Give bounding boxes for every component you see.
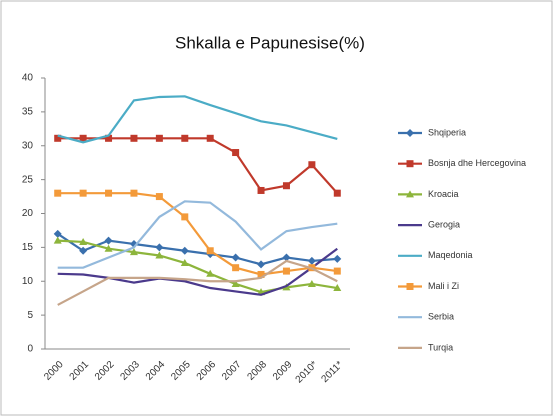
data-point <box>333 284 342 292</box>
data-point <box>105 134 113 142</box>
data-point <box>257 270 265 278</box>
series-line <box>57 239 338 294</box>
series-line <box>57 232 338 266</box>
y-tick-label: 35 <box>22 107 34 118</box>
data-point <box>54 189 62 197</box>
legend-marker <box>406 190 414 198</box>
data-point <box>231 279 240 287</box>
data-point <box>231 253 240 262</box>
data-point <box>105 189 113 197</box>
data-point <box>155 243 164 252</box>
legend-label: Mali i Zi <box>428 281 459 291</box>
series-line <box>57 137 339 194</box>
legend-marker <box>406 160 414 168</box>
data-point <box>333 267 341 275</box>
y-tick-label: 10 <box>22 276 34 287</box>
data-point <box>53 229 62 238</box>
data-point <box>53 236 62 244</box>
data-point <box>257 186 265 194</box>
data-point <box>232 264 240 272</box>
data-point <box>257 260 266 269</box>
legend-label: Bosnja dhe Hercegovina <box>428 158 526 168</box>
legend-label: Maqedonia <box>428 250 473 260</box>
data-point <box>181 134 189 142</box>
data-point <box>180 246 189 255</box>
legend-marker <box>406 283 414 290</box>
series-line <box>57 95 338 144</box>
legend-label: Gerogia <box>428 219 460 229</box>
data-point <box>104 236 113 245</box>
y-tick-label: 20 <box>22 208 34 219</box>
series-line <box>57 247 338 296</box>
data-point <box>282 267 290 275</box>
data-point <box>181 213 189 221</box>
data-point <box>308 161 316 169</box>
y-tick-label: 5 <box>27 310 33 321</box>
series-line <box>57 192 338 276</box>
data-point <box>79 134 87 142</box>
data-point <box>333 189 341 197</box>
y-tick-label: 40 <box>22 73 34 84</box>
data-point <box>232 149 240 157</box>
data-point <box>79 189 87 197</box>
data-point <box>307 279 316 287</box>
data-point <box>180 258 189 266</box>
data-point <box>54 134 62 142</box>
series-line <box>57 200 338 269</box>
y-tick-label: 15 <box>22 242 34 253</box>
y-tick-label: 0 <box>27 344 33 355</box>
chart-title: Shkalla e Papunesise(%) <box>175 33 365 52</box>
data-point <box>155 193 163 201</box>
legend-label: Kroacia <box>428 189 459 199</box>
data-point <box>282 182 290 190</box>
y-tick-label: 30 <box>22 140 34 151</box>
data-point <box>129 248 138 256</box>
data-point <box>206 134 214 142</box>
data-point <box>206 269 215 277</box>
data-point <box>155 251 164 259</box>
legend-marker <box>406 129 414 137</box>
legend-label: Turqia <box>428 342 453 352</box>
data-point <box>104 244 113 252</box>
data-point <box>307 256 316 265</box>
data-point <box>155 134 163 142</box>
data-point <box>333 254 342 263</box>
y-tick-label: 25 <box>22 174 34 185</box>
legend-label: Shqiperia <box>428 127 466 137</box>
data-point <box>79 237 88 245</box>
data-point <box>282 253 291 262</box>
series-line <box>57 259 338 306</box>
data-point <box>206 247 214 255</box>
data-point <box>79 246 88 255</box>
data-point <box>130 189 138 197</box>
data-point <box>130 134 138 142</box>
legend-label: Serbia <box>428 312 454 322</box>
